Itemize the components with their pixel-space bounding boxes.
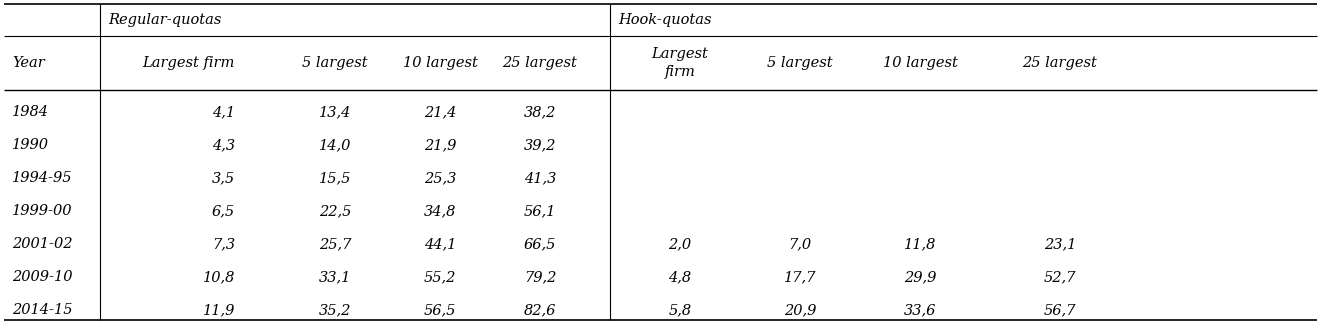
Text: 79,2: 79,2 [524, 270, 556, 284]
Text: 1999-00: 1999-00 [12, 204, 73, 218]
Text: 1984: 1984 [12, 105, 49, 119]
Text: 38,2: 38,2 [524, 105, 556, 119]
Text: 56,7: 56,7 [1044, 303, 1077, 317]
Text: 2,0: 2,0 [668, 237, 692, 251]
Text: 25,7: 25,7 [318, 237, 351, 251]
Text: 17,7: 17,7 [783, 270, 816, 284]
Text: 2001-02: 2001-02 [12, 237, 73, 251]
Text: 20,9: 20,9 [783, 303, 816, 317]
Text: 66,5: 66,5 [524, 237, 556, 251]
Text: 11,8: 11,8 [904, 237, 937, 251]
Text: 52,7: 52,7 [1044, 270, 1077, 284]
Text: 21,4: 21,4 [424, 105, 456, 119]
Text: 4,1: 4,1 [211, 105, 235, 119]
Text: Hook-quotas: Hook-quotas [618, 13, 712, 27]
Text: Year: Year [12, 56, 45, 70]
Text: 44,1: 44,1 [424, 237, 456, 251]
Text: 3,5: 3,5 [211, 171, 235, 185]
Text: Largest: Largest [651, 47, 708, 61]
Text: 25 largest: 25 largest [502, 56, 577, 70]
Text: 10 largest: 10 largest [403, 56, 477, 70]
Text: 34,8: 34,8 [424, 204, 456, 218]
Text: 7,3: 7,3 [211, 237, 235, 251]
Text: 2014-15: 2014-15 [12, 303, 73, 317]
Text: 7,0: 7,0 [789, 237, 811, 251]
Text: 10,8: 10,8 [202, 270, 235, 284]
Text: 41,3: 41,3 [524, 171, 556, 185]
Text: 1994-95: 1994-95 [12, 171, 73, 185]
Text: 25,3: 25,3 [424, 171, 456, 185]
Text: 14,0: 14,0 [318, 138, 351, 152]
Text: 33,1: 33,1 [318, 270, 351, 284]
Text: 56,5: 56,5 [424, 303, 456, 317]
Text: Regular-quotas: Regular-quotas [108, 13, 222, 27]
Text: 55,2: 55,2 [424, 270, 456, 284]
Text: 4,3: 4,3 [211, 138, 235, 152]
Text: 33,6: 33,6 [904, 303, 937, 317]
Text: 4,8: 4,8 [668, 270, 692, 284]
Text: Largest firm: Largest firm [143, 56, 235, 70]
Text: 56,1: 56,1 [524, 204, 556, 218]
Text: 1990: 1990 [12, 138, 49, 152]
Text: 15,5: 15,5 [318, 171, 351, 185]
Text: 11,9: 11,9 [202, 303, 235, 317]
Text: 23,1: 23,1 [1044, 237, 1077, 251]
Text: 39,2: 39,2 [524, 138, 556, 152]
Text: 5 largest: 5 largest [303, 56, 367, 70]
Text: 13,4: 13,4 [318, 105, 351, 119]
Text: 25 largest: 25 largest [1022, 56, 1098, 70]
Text: 22,5: 22,5 [318, 204, 351, 218]
Text: firm: firm [664, 65, 695, 79]
Text: 35,2: 35,2 [318, 303, 351, 317]
Text: 5 largest: 5 largest [768, 56, 832, 70]
Text: 6,5: 6,5 [211, 204, 235, 218]
Text: 82,6: 82,6 [524, 303, 556, 317]
Text: 5,8: 5,8 [668, 303, 692, 317]
Text: 29,9: 29,9 [904, 270, 937, 284]
Text: 2009-10: 2009-10 [12, 270, 73, 284]
Text: 21,9: 21,9 [424, 138, 456, 152]
Text: 10 largest: 10 largest [882, 56, 958, 70]
